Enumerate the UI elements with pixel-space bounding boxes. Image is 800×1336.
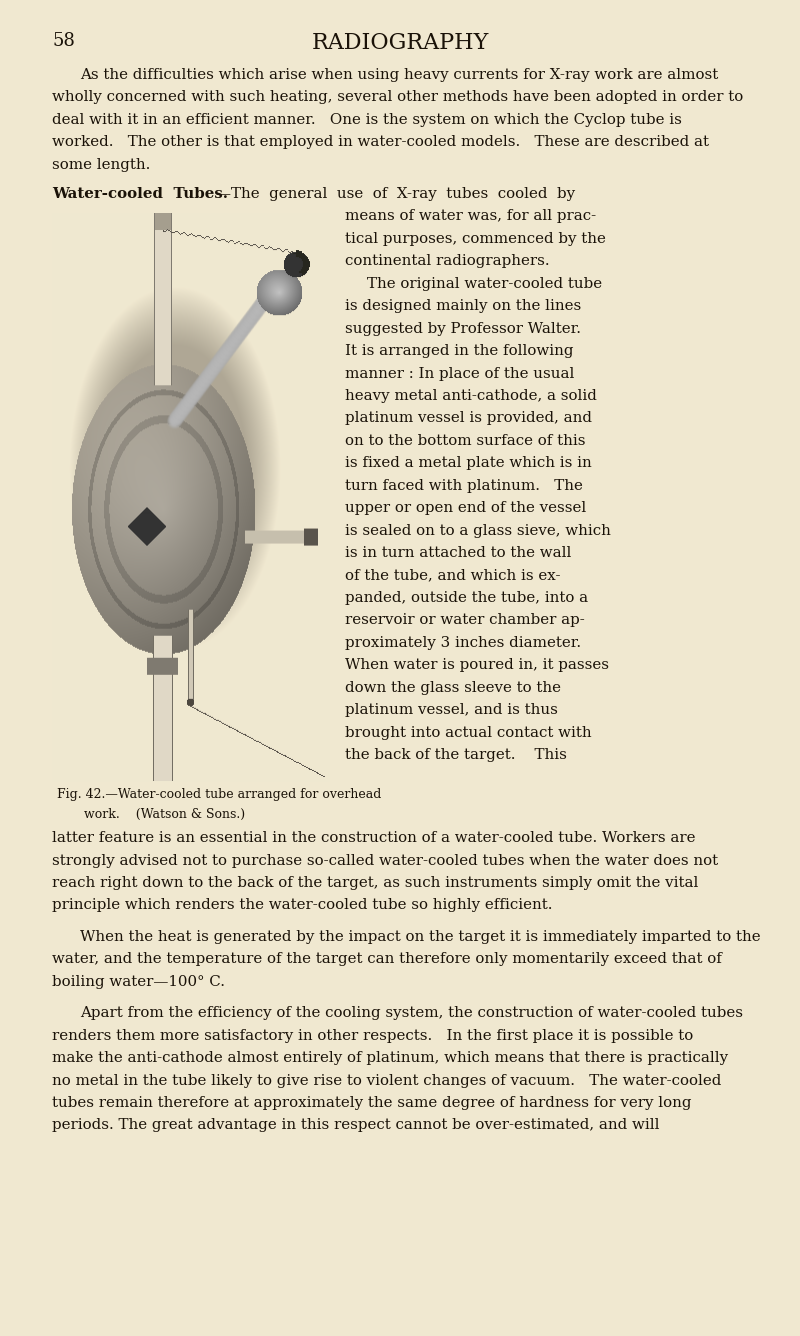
- Text: make the anti-cathode almost entirely of platinum, which means that there is pra: make the anti-cathode almost entirely of…: [52, 1051, 728, 1065]
- Text: proximately 3 inches diameter.: proximately 3 inches diameter.: [345, 636, 581, 649]
- Text: The original water‑cooled tube: The original water‑cooled tube: [367, 277, 602, 291]
- Text: the back of the target.    This: the back of the target. This: [345, 748, 567, 762]
- Text: 58: 58: [52, 32, 75, 49]
- Text: upper or open end of the vessel: upper or open end of the vessel: [345, 501, 586, 516]
- Text: work.    (Watson & Sons.): work. (Watson & Sons.): [84, 807, 245, 820]
- Text: brought into actual contact with: brought into actual contact with: [345, 725, 592, 740]
- Text: is sealed on to a glass sieve, which: is sealed on to a glass sieve, which: [345, 524, 611, 537]
- Text: It is arranged in the following: It is arranged in the following: [345, 345, 574, 358]
- Text: is designed mainly on the lines: is designed mainly on the lines: [345, 299, 582, 313]
- Text: reservoir or water chamber ap-: reservoir or water chamber ap-: [345, 613, 585, 628]
- Text: platinum vessel, and is thus: platinum vessel, and is thus: [345, 703, 558, 717]
- Text: tubes remain therefore at approximately the same degree of hardness for very lon: tubes remain therefore at approximately …: [52, 1096, 691, 1110]
- Text: heavy metal anti-cathode, a solid: heavy metal anti-cathode, a solid: [345, 389, 597, 403]
- Text: is in turn attached to the wall: is in turn attached to the wall: [345, 546, 571, 560]
- Text: renders them more satisfactory in other respects.   In the first place it is pos: renders them more satisfactory in other …: [52, 1029, 694, 1042]
- Text: When the heat is generated by the impact on the target it is immediately imparte: When the heat is generated by the impact…: [80, 930, 761, 943]
- Text: on to the bottom surface of this: on to the bottom surface of this: [345, 434, 586, 448]
- Text: deal with it in an efficient manner.   One is the system on which the Cyclop tub: deal with it in an efficient manner. One…: [52, 112, 682, 127]
- Text: no metal in the tube likely to give rise to violent changes of vacuum.   The wat: no metal in the tube likely to give rise…: [52, 1074, 722, 1088]
- Text: tical purposes, commenced by the: tical purposes, commenced by the: [345, 232, 606, 246]
- Text: continental radiographers.: continental radiographers.: [345, 254, 550, 269]
- Text: manner : In place of the usual: manner : In place of the usual: [345, 366, 574, 381]
- Text: As the difficulties which arise when using heavy currents for X-ray work are alm: As the difficulties which arise when usi…: [80, 68, 718, 81]
- Text: periods. The great advantage in this respect cannot be over-estimated, and will: periods. The great advantage in this res…: [52, 1118, 659, 1133]
- Text: When water is poured in, it passes: When water is poured in, it passes: [345, 659, 609, 672]
- Text: some length.: some length.: [52, 158, 150, 172]
- Text: worked.   The other is that employed in water-cooled models.   These are describ: worked. The other is that employed in wa…: [52, 135, 709, 150]
- Text: Apart from the efficiency of the cooling system, the construction of water-coole: Apart from the efficiency of the cooling…: [80, 1006, 743, 1021]
- Text: reach right down to the back of the target, as such instruments simply omit the : reach right down to the back of the targ…: [52, 876, 698, 890]
- Text: —The  general  use  of  X-ray  tubes  cooled  by: —The general use of X-ray tubes cooled b…: [216, 187, 575, 200]
- Text: means of water was, for all prac-: means of water was, for all prac-: [345, 210, 596, 223]
- Text: turn faced with platinum.   The: turn faced with platinum. The: [345, 478, 583, 493]
- Text: Fig. 42.—Water-cooled tube arranged for overhead: Fig. 42.—Water-cooled tube arranged for …: [57, 788, 382, 802]
- Text: water, and the temperature of the target can therefore only momentarily exceed t: water, and the temperature of the target…: [52, 953, 722, 966]
- Text: latter feature is an essential in the construction of a water-cooled tube. Worke: latter feature is an essential in the co…: [52, 831, 695, 846]
- Text: Water-cooled  Tubes.: Water-cooled Tubes.: [52, 187, 228, 200]
- Text: down the glass sleeve to the: down the glass sleeve to the: [345, 681, 561, 695]
- Text: RADIOGRAPHY: RADIOGRAPHY: [311, 32, 489, 53]
- Text: suggested by Professor Walter.: suggested by Professor Walter.: [345, 322, 581, 335]
- Text: wholly concerned with such heating, several other methods have been adopted in o: wholly concerned with such heating, seve…: [52, 91, 743, 104]
- Text: of the tube, and which is ex-: of the tube, and which is ex-: [345, 569, 561, 582]
- Text: is fixed a metal plate which is in: is fixed a metal plate which is in: [345, 457, 592, 470]
- Text: panded, outside the tube, into a: panded, outside the tube, into a: [345, 591, 588, 605]
- Text: platinum vessel is provided, and: platinum vessel is provided, and: [345, 411, 592, 425]
- Text: boiling water—100° C.: boiling water—100° C.: [52, 975, 225, 989]
- Text: principle which renders the water-cooled tube so highly efficient.: principle which renders the water-cooled…: [52, 898, 553, 912]
- Text: strongly advised not to purchase so-called water-cooled tubes when the water doe: strongly advised not to purchase so-call…: [52, 854, 718, 867]
